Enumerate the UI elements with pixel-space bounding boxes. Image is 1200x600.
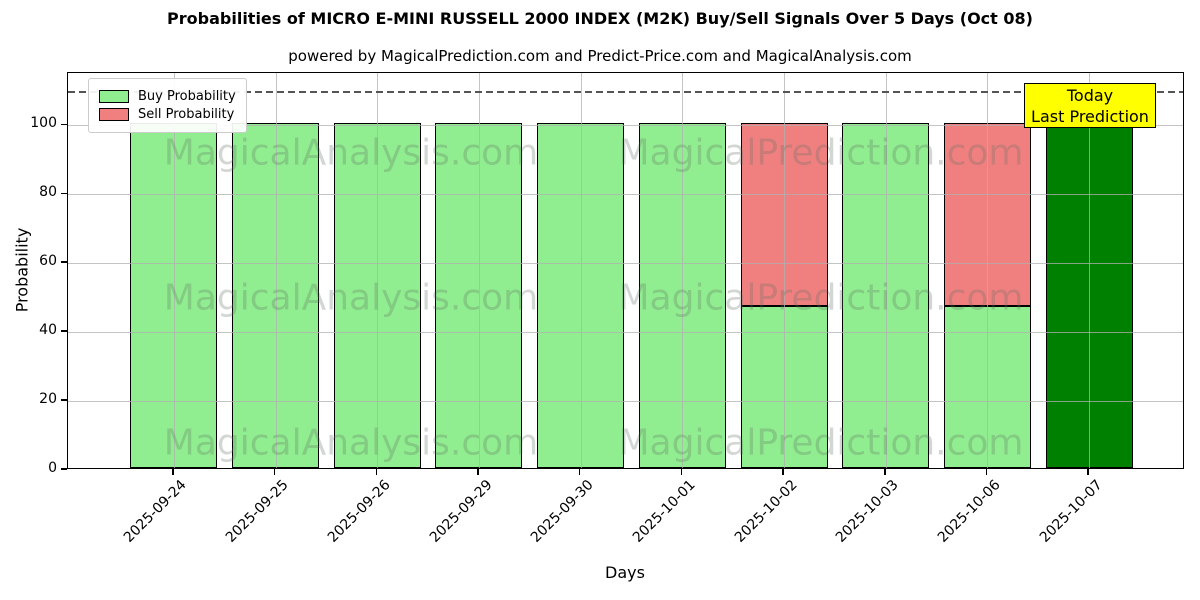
y-tick-mark bbox=[61, 468, 67, 470]
today-annotation: Today Last Prediction bbox=[1024, 83, 1156, 128]
x-tick-mark bbox=[985, 469, 988, 475]
x-tick-mark bbox=[375, 469, 377, 475]
x-tick-label: 2025-09-24 bbox=[121, 477, 191, 546]
y-tick-label: 0 bbox=[48, 460, 57, 476]
y-tick-mark bbox=[61, 330, 67, 332]
x-axis-label: Days bbox=[605, 563, 645, 582]
x-tick-label: 2025-09-26 bbox=[324, 477, 394, 546]
legend-item-sell: Sell Probability bbox=[99, 107, 236, 122]
y-gridline bbox=[68, 332, 1183, 334]
x-gridline bbox=[173, 73, 175, 468]
watermark-text: MagicalAnalysis.com bbox=[163, 277, 539, 319]
y-gridline bbox=[68, 125, 1183, 127]
y-gridline bbox=[68, 263, 1183, 265]
y-tick-mark bbox=[61, 192, 67, 195]
chart-subtitle: powered by MagicalPrediction.com and Pre… bbox=[288, 47, 912, 65]
x-gridline bbox=[580, 73, 582, 468]
y-tick-label: 60 bbox=[39, 253, 57, 270]
x-tick-label: 2025-10-06 bbox=[934, 477, 1004, 546]
plot-area: Buy Probability Sell Probability Today L… bbox=[67, 72, 1184, 469]
y-tick-mark bbox=[61, 261, 67, 263]
x-gridline bbox=[1089, 73, 1091, 468]
buy-swatch-icon bbox=[99, 90, 129, 103]
y-tick-mark bbox=[61, 399, 67, 401]
legend: Buy Probability Sell Probability bbox=[88, 78, 247, 133]
x-gridline bbox=[478, 73, 480, 468]
legend-item-buy: Buy Probability bbox=[99, 89, 236, 104]
watermark-text: MagicalAnalysis.com bbox=[163, 132, 539, 174]
x-gridline bbox=[784, 73, 786, 468]
x-tick-label: 2025-09-29 bbox=[426, 477, 496, 546]
x-tick-label: 2025-10-01 bbox=[629, 477, 699, 546]
y-axis-label: Probability bbox=[12, 227, 32, 313]
x-tick-label: 2025-09-30 bbox=[528, 477, 597, 546]
dashed-threshold-line bbox=[68, 90, 1183, 93]
legend-sell-label: Sell Probability bbox=[138, 107, 235, 122]
x-tick-label: 2025-10-02 bbox=[731, 477, 801, 546]
watermark-text: MagicalPrediction.com bbox=[618, 132, 1024, 174]
x-tick-mark bbox=[1087, 469, 1089, 475]
y-tick-label: 100 bbox=[30, 115, 57, 132]
y-tick-label: 40 bbox=[39, 322, 57, 339]
x-gridline bbox=[987, 73, 989, 468]
x-tick-mark bbox=[172, 469, 174, 475]
watermark-text: MagicalPrediction.com bbox=[618, 422, 1024, 464]
x-tick-mark bbox=[884, 469, 886, 475]
y-gridline bbox=[68, 194, 1183, 196]
watermark-text: MagicalAnalysis.com bbox=[163, 422, 539, 464]
x-tick-mark bbox=[477, 469, 479, 475]
x-tick-label: 2025-10-07 bbox=[1036, 477, 1106, 546]
x-tick-mark bbox=[680, 469, 683, 475]
sell-swatch-icon bbox=[99, 108, 129, 121]
x-tick-mark bbox=[273, 469, 276, 475]
x-gridline bbox=[682, 73, 684, 468]
x-gridline bbox=[377, 73, 379, 468]
x-tick-label: 2025-09-25 bbox=[223, 477, 292, 546]
y-tick-label: 20 bbox=[39, 391, 57, 408]
watermark-text: MagicalPrediction.com bbox=[618, 277, 1024, 319]
legend-buy-label: Buy Probability bbox=[138, 89, 236, 104]
y-tick-mark bbox=[61, 123, 67, 126]
today-annotation-line2: Last Prediction bbox=[1031, 106, 1149, 126]
y-gridline bbox=[68, 401, 1183, 403]
x-gridline bbox=[885, 73, 887, 468]
x-tick-mark bbox=[782, 469, 784, 475]
y-tick-label: 80 bbox=[39, 184, 57, 201]
x-tick-mark bbox=[578, 469, 581, 475]
x-tick-label: 2025-10-03 bbox=[833, 477, 903, 546]
x-gridline bbox=[275, 73, 277, 468]
chart-title: Probabilities of MICRO E-MINI RUSSELL 20… bbox=[167, 9, 1033, 28]
today-annotation-line1: Today bbox=[1066, 85, 1114, 105]
